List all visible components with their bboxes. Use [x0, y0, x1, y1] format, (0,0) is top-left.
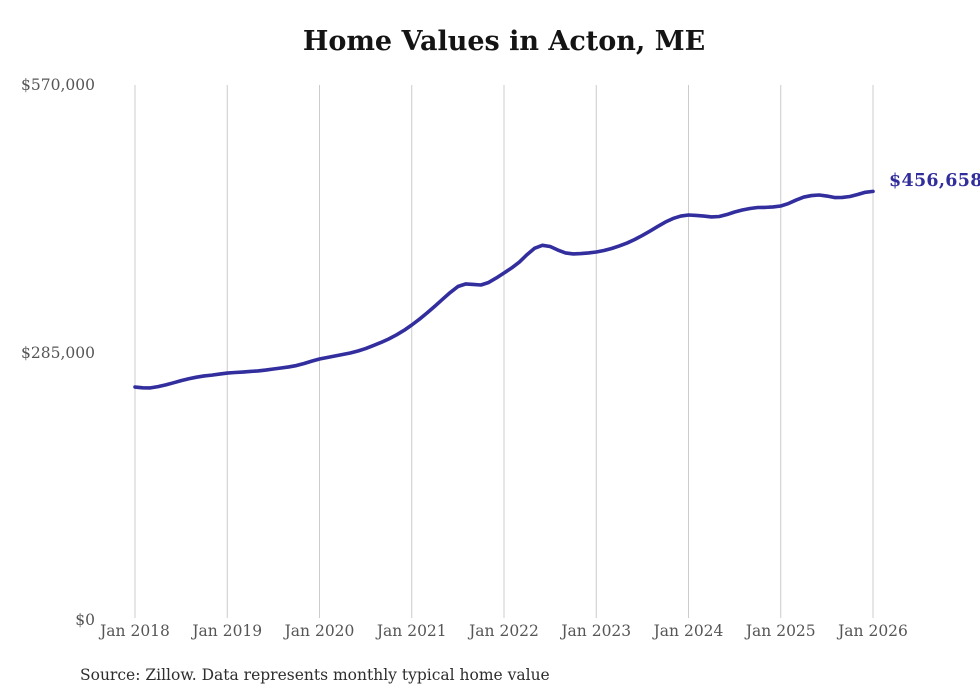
chart-title: Home Values in Acton, ME [302, 26, 706, 57]
x-tick-label: Jan 2021 [376, 622, 447, 640]
y-tick-label: $570,000 [21, 76, 95, 94]
home-value-line [133, 189, 875, 390]
x-tick-label: Jan 2025 [745, 622, 816, 640]
y-tick-label: $285,000 [21, 343, 95, 362]
source-note: Source: Zillow. Data represents monthly … [80, 666, 550, 684]
x-tick-label: Jan 2023 [561, 622, 632, 640]
x-tick-label: Jan 2019 [192, 622, 263, 640]
latest-value-label: $456,658 [889, 171, 980, 192]
x-tick-label: Jan 2020 [284, 622, 355, 640]
x-tick-label: Jan 2026 [838, 622, 908, 640]
x-tick-label: Jan 2022 [469, 622, 539, 640]
x-tick-label: Jan 2018 [100, 622, 170, 640]
x-tick-label: Jan 2024 [653, 622, 724, 640]
y-tick-label: $0 [75, 611, 95, 629]
